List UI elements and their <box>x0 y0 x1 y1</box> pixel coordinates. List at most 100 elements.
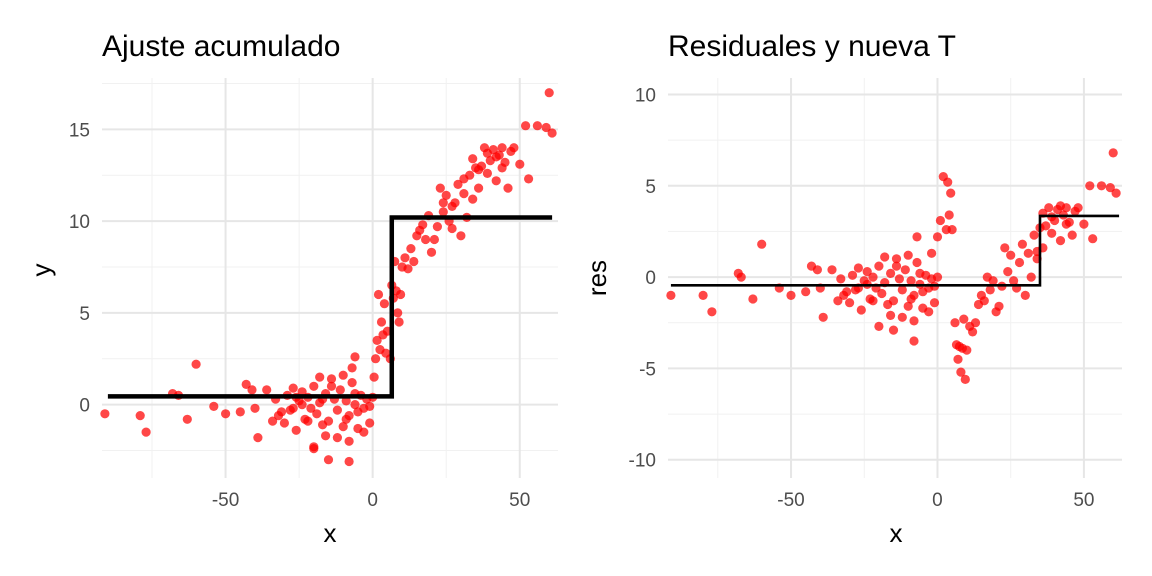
data-point <box>335 385 345 395</box>
data-point <box>372 335 382 345</box>
data-point <box>323 416 334 426</box>
data-point <box>874 261 884 271</box>
data-point <box>338 370 348 380</box>
data-point <box>1029 230 1039 240</box>
data-point <box>209 401 219 411</box>
data-point <box>956 367 966 377</box>
data-point <box>1009 276 1019 286</box>
data-point <box>839 290 849 300</box>
data-point <box>279 418 289 428</box>
data-point <box>418 220 428 230</box>
data-point <box>894 274 905 284</box>
data-point <box>836 274 846 284</box>
data-point <box>235 407 245 417</box>
data-point <box>1000 243 1010 253</box>
data-point <box>326 374 337 384</box>
data-point <box>456 231 466 241</box>
x-tick-label: 50 <box>509 490 530 511</box>
data-point <box>453 179 463 189</box>
data-point <box>897 312 907 322</box>
data-point <box>491 176 501 186</box>
panel-ajuste-acumulado: Ajuste acumulado -50 0 50 0 5 10 15 x y <box>26 30 558 548</box>
data-point <box>932 272 943 282</box>
data-point <box>960 374 970 384</box>
data-point <box>326 381 337 391</box>
data-point <box>968 327 978 337</box>
chart-title: Ajuste acumulado <box>102 30 340 63</box>
data-point <box>909 336 919 346</box>
data-point <box>221 409 231 419</box>
data-point <box>874 321 884 331</box>
data-point <box>707 307 717 317</box>
data-point <box>909 316 919 326</box>
x-tick-labels: -50 0 50 <box>777 490 1094 511</box>
data-point <box>900 265 910 275</box>
y-tick-label: 5 <box>79 304 90 325</box>
data-point <box>379 299 389 309</box>
data-point <box>891 261 902 271</box>
data-point <box>1061 219 1071 229</box>
data-point <box>497 143 507 153</box>
data-point <box>521 121 531 131</box>
data-point <box>935 215 946 226</box>
y-tick-labels: -10 -5 0 5 10 <box>629 85 656 471</box>
gridlines <box>102 78 558 478</box>
data-point <box>943 177 953 187</box>
data-point <box>946 188 956 198</box>
data-point <box>959 314 969 324</box>
y-tick-label: 0 <box>79 396 90 417</box>
data-point <box>932 232 943 242</box>
data-point <box>338 422 348 432</box>
data-point <box>953 354 963 364</box>
data-point <box>1096 181 1107 191</box>
data-point <box>429 234 439 245</box>
data-point <box>347 363 357 373</box>
data-point <box>1111 188 1121 198</box>
data-point <box>944 210 954 220</box>
data-point <box>1017 239 1027 249</box>
data-point <box>985 285 995 295</box>
data-point <box>1014 257 1025 268</box>
data-point <box>880 252 890 262</box>
chart-title: Residuales y nueva T <box>668 30 956 63</box>
data-point <box>853 263 864 273</box>
data-point <box>994 301 1004 311</box>
x-tick-label: 0 <box>932 490 943 511</box>
data-point <box>1055 236 1066 246</box>
data-point <box>1108 148 1118 158</box>
x-tick-label: 0 <box>367 490 378 511</box>
data-point <box>897 285 907 295</box>
data-point <box>350 352 360 362</box>
data-point <box>970 318 981 328</box>
data-point <box>191 359 201 369</box>
step-fit-line <box>107 215 553 399</box>
data-point <box>409 256 419 267</box>
data-point <box>903 250 913 260</box>
data-point <box>241 379 251 389</box>
x-axis-title: x <box>890 518 903 548</box>
data-point <box>924 307 934 317</box>
data-point <box>929 298 940 308</box>
y-tick-label: 0 <box>645 268 656 289</box>
data-point <box>736 272 746 282</box>
y-axis-title: res <box>582 260 612 296</box>
data-point <box>468 194 478 204</box>
data-point <box>365 418 375 428</box>
data-point <box>482 168 492 178</box>
data-point <box>912 257 922 268</box>
y-tick-label: 5 <box>645 177 656 198</box>
data-point <box>868 272 878 282</box>
data-point <box>403 264 413 274</box>
data-point <box>891 254 902 264</box>
data-point <box>856 305 866 315</box>
data-point <box>515 159 525 169</box>
data-point <box>912 232 922 242</box>
data-point <box>393 308 403 318</box>
data-point <box>303 416 313 426</box>
data-point <box>447 201 457 211</box>
data-point <box>459 174 469 184</box>
y-tick-label: 10 <box>69 212 90 233</box>
y-tick-label: 15 <box>69 120 90 141</box>
data-point <box>441 190 451 200</box>
data-point <box>332 433 342 443</box>
